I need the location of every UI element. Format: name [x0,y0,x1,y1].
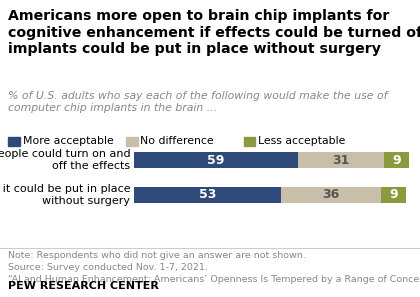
Text: If people could turn on and
off the effects: If people could turn on and off the effe… [0,149,130,171]
Text: No difference: No difference [140,136,214,146]
Bar [384,152,409,168]
Text: More acceptable: More acceptable [23,136,113,146]
Text: PEW RESEARCH CENTER: PEW RESEARCH CENTER [8,281,159,291]
Bar [134,187,281,203]
Text: 9: 9 [389,188,398,201]
Text: 59: 59 [207,154,225,167]
Text: 53: 53 [199,188,217,201]
Bar [281,187,381,203]
Text: 31: 31 [332,154,349,167]
Text: If it could be put in place
without surgery: If it could be put in place without surg… [0,184,130,206]
Text: % of U.S. adults who say each of the following would make the use of
computer ch: % of U.S. adults who say each of the fol… [8,91,388,113]
Bar [134,152,298,168]
Text: Americans more open to brain chip implants for
cognitive enhancement if effects : Americans more open to brain chip implan… [8,9,420,56]
Bar [298,152,384,168]
Text: Less acceptable: Less acceptable [258,136,345,146]
Text: 9: 9 [392,154,401,167]
Text: Note: Respondents who did not give an answer are not shown.
Source: Survey condu: Note: Respondents who did not give an an… [8,251,420,284]
Text: 36: 36 [323,188,340,201]
Bar [381,187,406,203]
